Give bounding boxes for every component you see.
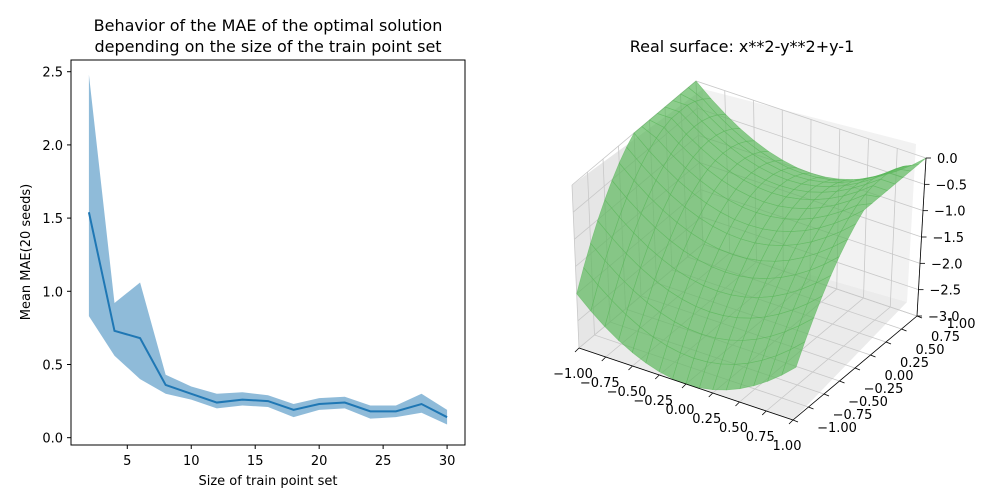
y-tick-mark-3d <box>885 341 892 345</box>
x-tick-label-3d: 0.75 <box>746 430 775 445</box>
y-tick-label-3d: −0.25 <box>864 382 904 397</box>
y-tick-label-3d: −0.50 <box>848 395 888 410</box>
x-tick-label-3d: −0.25 <box>633 394 673 409</box>
x-tick-label: 15 <box>247 454 264 469</box>
z-axis-ticks-3d: 0.0 −0.5 −1.0 −1.5 −2.0 −2.5 −3.0 <box>916 152 968 325</box>
y-tick-label: 2.5 <box>42 66 63 81</box>
x-tick-mark-3d <box>654 374 660 380</box>
y-tick-label: 1.5 <box>42 212 63 227</box>
left-chart-title-line-1: Behavior of the MAE of the optimal solut… <box>94 16 443 35</box>
left-x-ticks: 5 10 15 20 25 30 <box>123 445 455 469</box>
x-tick-label: 30 <box>439 454 456 469</box>
y-tick-label-3d: 0.75 <box>931 330 960 345</box>
y-tick-label-3d: −0.75 <box>833 408 873 423</box>
x-tick-label-3d: −1.00 <box>553 367 593 382</box>
mae-line-chart: Behavior of the MAE of the optimal solut… <box>19 16 466 489</box>
x-tick-mark-3d <box>788 419 794 425</box>
x-tick-mark-3d <box>735 401 740 407</box>
x-tick-mark-3d <box>761 410 767 416</box>
z-tick-label-3d: −1.5 <box>933 231 965 246</box>
x-tick-label-3d: −0.75 <box>580 376 620 391</box>
surface-3d-chart: Real surface: x**2-y**2+y-1 −1.00−0.75−0… <box>553 37 975 454</box>
z-tick-label-3d: −3.0 <box>928 310 960 325</box>
z-tick-label-3d: −2.5 <box>930 284 962 299</box>
x-tick-mark-3d <box>628 365 633 371</box>
y-tick-label: 2.0 <box>42 139 63 154</box>
y-tick-label-3d: 0.50 <box>916 343 945 358</box>
x-tick-label-3d: 0.25 <box>692 412 721 427</box>
mae-std-band-layer <box>88 74 448 425</box>
x-tick-label-3d: 1.00 <box>773 439 802 454</box>
y-tick-mark-3d <box>823 393 830 397</box>
x-tick-mark-3d <box>681 383 687 389</box>
z-tick-label-3d: 0.0 <box>937 152 958 167</box>
x-tick-mark-3d <box>708 392 714 398</box>
y-tick-label-3d: 0.25 <box>900 356 929 371</box>
x-tick-label: 20 <box>311 454 328 469</box>
y-tick-mark-3d <box>792 419 799 423</box>
left-plot-frame <box>70 59 466 446</box>
x-tick-label-3d: 0.00 <box>666 403 695 418</box>
z-tick-label-3d: −2.0 <box>931 257 963 272</box>
z-tick-label-3d: −0.5 <box>936 178 968 193</box>
y-tick-label: 1.0 <box>42 285 63 300</box>
left-y-ticks: 0.0 0.5 1.0 1.5 2.0 2.5 <box>42 66 71 447</box>
y-tick-label-3d: 0.00 <box>885 369 914 384</box>
y-tick-label: 0.5 <box>42 358 63 373</box>
y-tick-label-3d: 1.00 <box>947 317 976 332</box>
y-tick-mark-3d <box>808 406 814 410</box>
y-tick-mark-3d <box>839 380 845 384</box>
left-x-axis-label: Size of train point set <box>198 474 337 489</box>
surface-patch <box>781 341 806 376</box>
y-tick-mark-3d <box>870 354 876 358</box>
x-tick-label-3d: −0.50 <box>607 385 647 400</box>
mae-mean-line-layer <box>87 212 448 419</box>
mae-std-band <box>88 74 448 425</box>
left-y-axis-label: Mean MAE(20 seeds) <box>19 184 34 321</box>
y-tick-label: 0.0 <box>42 432 63 447</box>
y-tick-mark-3d <box>854 367 861 371</box>
x-tick-mark-3d <box>574 347 580 353</box>
x-tick-mark-3d <box>601 356 607 362</box>
x-tick-label: 5 <box>123 454 131 469</box>
y-tick-label-3d: −1.00 <box>817 421 857 436</box>
left-chart-title-line-2: depending on the size of the train point… <box>94 37 441 56</box>
x-tick-label-3d: 0.50 <box>719 421 748 436</box>
z-tick-label-3d: −1.0 <box>934 205 966 220</box>
x-tick-label: 10 <box>183 454 200 469</box>
x-tick-label: 25 <box>375 454 392 469</box>
surface-mesh <box>576 80 927 391</box>
y-axis-ticks-3d: −1.00−0.75−0.50−0.250.000.250.500.751.00 <box>792 315 976 436</box>
right-chart-title: Real surface: x**2-y**2+y-1 <box>630 37 855 56</box>
x-axis-ticks-3d: −1.00−0.75−0.50−0.250.000.250.500.751.00 <box>553 347 802 454</box>
y-tick-mark-3d <box>901 328 907 332</box>
